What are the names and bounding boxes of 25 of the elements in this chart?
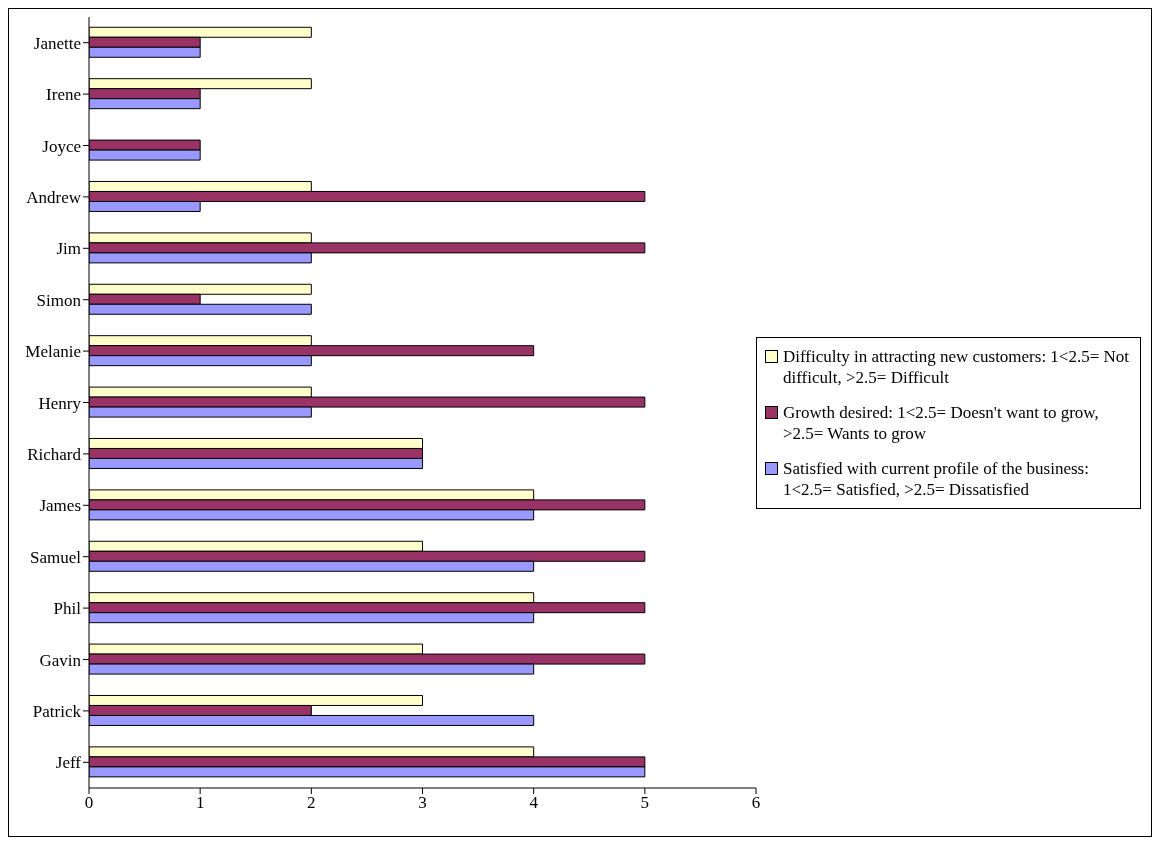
y-tick-label: Jim — [56, 239, 81, 259]
y-tick-label: Andrew — [26, 187, 82, 207]
y-tick-label: Simon — [36, 290, 82, 310]
x-tick-label: 4 — [529, 793, 539, 813]
y-tick-label: Joyce — [42, 136, 81, 156]
x-tick-label: 6 — [751, 793, 761, 813]
legend-label: Growth desired: 1<2.5= Doesn't want to grow, >2.5= Wants to grow — [783, 401, 1100, 444]
x-tick-label: 3 — [418, 793, 427, 813]
legend-label: Difficulty in attracting new customers: 1<2.5= Not difficult, >2.5= Difficult — [783, 345, 1131, 388]
x-tick-label: 1 — [195, 793, 205, 813]
y-tick-label: Irene — [46, 85, 81, 105]
x-tick-label: 2 — [307, 793, 316, 813]
y-tick-label: Phil — [53, 599, 82, 619]
y-tick-label: Jeff — [55, 753, 82, 773]
y-tick-label: Patrick — [32, 701, 82, 721]
y-tick-label: Gavin — [39, 650, 82, 670]
x-tick-label: 5 — [640, 793, 650, 813]
y-tick-label: Janette — [33, 33, 81, 53]
y-tick-label: Richard — [27, 444, 82, 464]
y-tick-label: Melanie — [25, 342, 81, 362]
y-tick-label: Samuel — [30, 547, 82, 567]
y-tick-label: James — [39, 496, 81, 516]
legend-label: Satisfied with current profile of the business: 1<2.5= Satisfied, >2.5= Dissatisfied — [783, 457, 1090, 500]
y-tick-label: Henry — [38, 393, 82, 413]
x-tick-label: 0 — [84, 793, 94, 813]
